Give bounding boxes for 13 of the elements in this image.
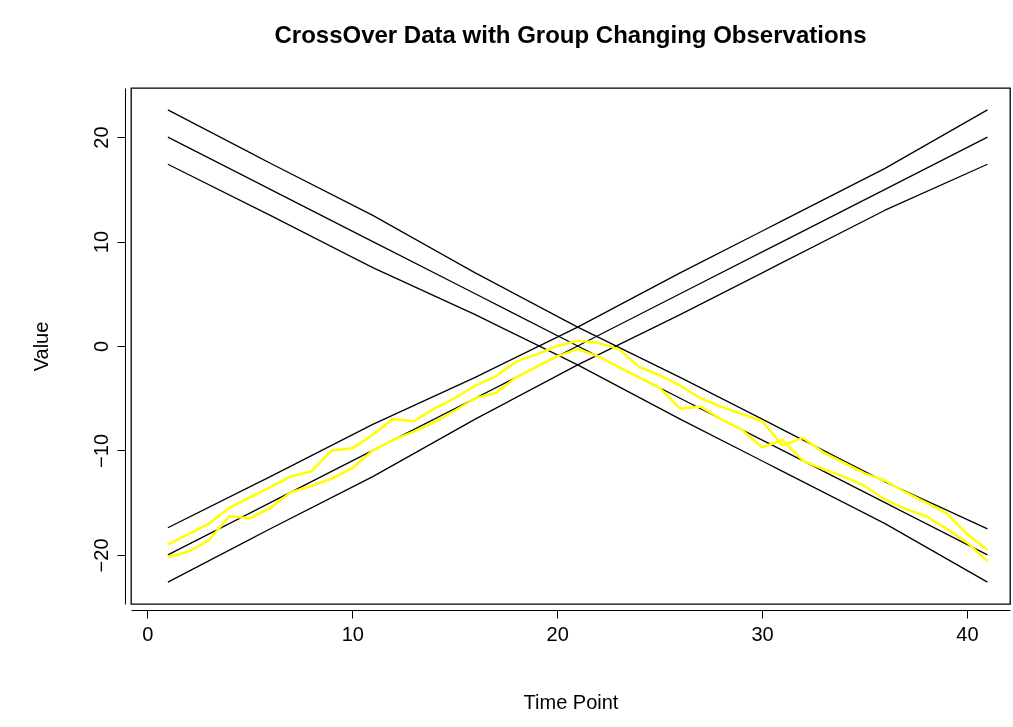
y-tick-label: −20 bbox=[89, 538, 112, 573]
y-tick-label: 0 bbox=[89, 340, 112, 353]
chart-title: CrossOver Data with Group Changing Observations bbox=[274, 21, 867, 48]
y-tick-label: 20 bbox=[89, 126, 112, 149]
x-tick-label: 20 bbox=[546, 622, 569, 645]
x-tick-label: 10 bbox=[341, 622, 364, 645]
x-axis-title: Time Point bbox=[523, 690, 619, 713]
x-tick-label: 30 bbox=[751, 622, 774, 645]
x-tick-label: 0 bbox=[142, 622, 154, 645]
y-tick-label: −10 bbox=[89, 433, 112, 468]
y-tick-label: 10 bbox=[89, 230, 112, 254]
x-tick-label: 40 bbox=[956, 622, 979, 645]
y-axis-title: Value bbox=[29, 321, 52, 372]
